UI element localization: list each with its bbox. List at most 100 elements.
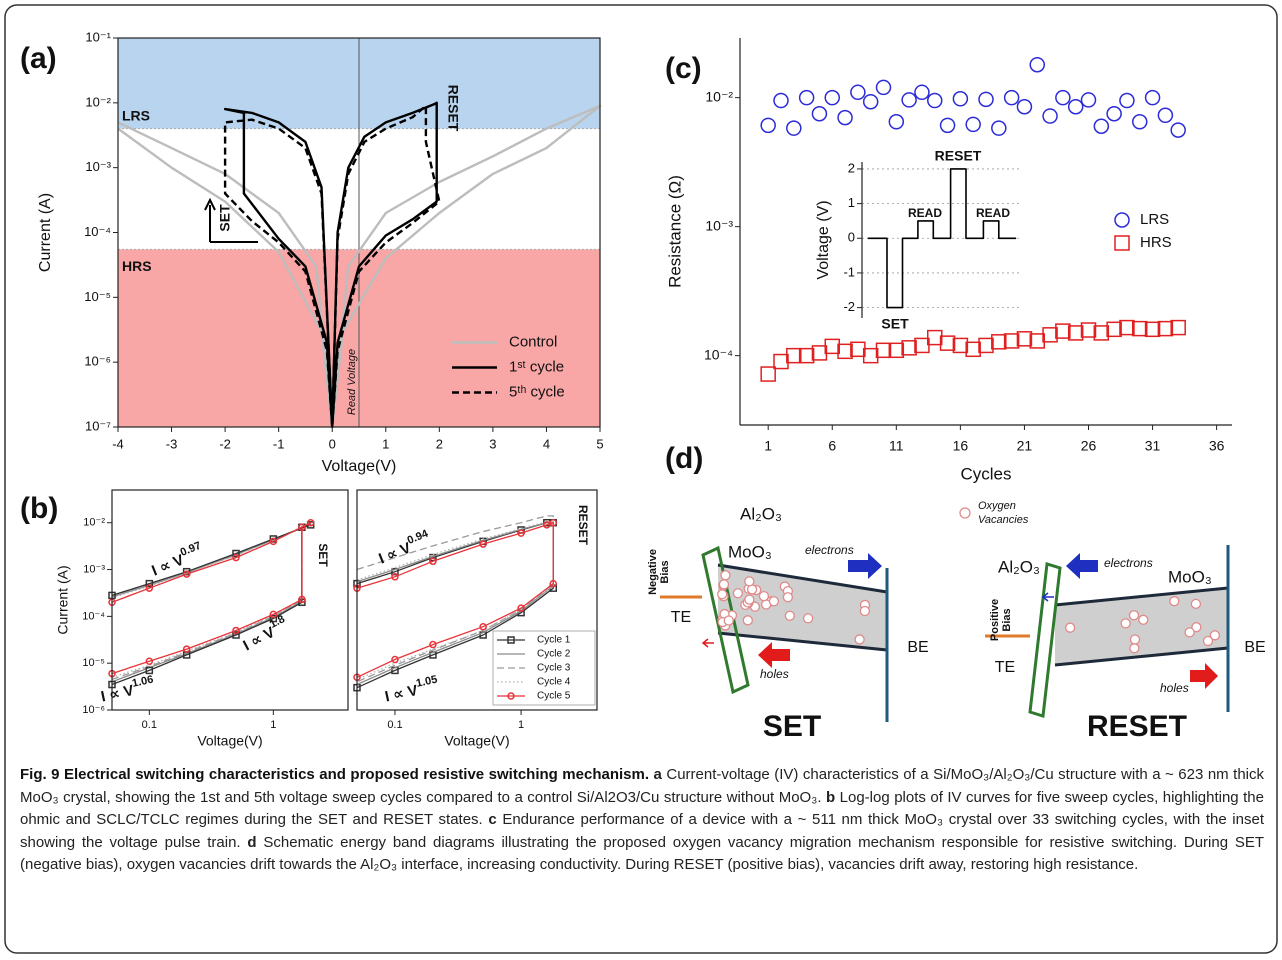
x-tick-label: 1	[270, 719, 276, 731]
marker	[1106, 321, 1122, 338]
marker	[298, 595, 306, 604]
band-label: LRS	[122, 107, 150, 123]
oxygen-vacancy	[732, 588, 744, 599]
oxygen-vacancy	[744, 576, 755, 587]
marker	[1003, 89, 1020, 106]
marker	[1093, 118, 1110, 135]
marker	[549, 518, 558, 527]
marker	[927, 329, 943, 346]
bias-label: Positive	[989, 599, 1001, 641]
x-tick-label: 11	[889, 438, 904, 454]
marker	[1093, 325, 1110, 341]
y-tick-label: 10⁻⁶	[84, 354, 111, 369]
marker	[1119, 319, 1135, 336]
band-label: HRS	[122, 258, 152, 274]
y-tick-label: 2	[848, 160, 855, 175]
marker	[939, 117, 956, 134]
marker	[837, 343, 853, 360]
marker	[1132, 320, 1148, 337]
holes-label: holes	[760, 667, 789, 681]
marker	[429, 640, 437, 649]
marker	[927, 92, 943, 109]
vacancy-key	[959, 507, 971, 519]
oxygen-vacancy	[1129, 634, 1141, 645]
annotation: SET	[316, 543, 330, 567]
marker	[145, 657, 154, 665]
y-tick-label: 10⁻⁴	[82, 610, 105, 622]
caption: Fig. 9 Electrical switching characterist…	[20, 764, 1264, 877]
marker	[850, 341, 866, 358]
annotation: I ∝ V1.06	[99, 674, 157, 706]
marker	[1080, 92, 1097, 108]
marker	[232, 549, 240, 558]
caption-text: Endurance performance of a device with a…	[20, 811, 1264, 851]
marker	[991, 334, 1007, 350]
marker	[1029, 333, 1045, 349]
marker	[479, 540, 487, 548]
marker	[901, 92, 917, 108]
legend-label: Control	[509, 333, 557, 350]
annotation: I ∝ V0.97	[148, 540, 207, 580]
be-label: BE	[907, 639, 928, 656]
y-tick-label: 10⁻⁷	[85, 418, 111, 433]
electrons-label: electrons	[805, 543, 854, 557]
marker	[1016, 331, 1033, 347]
oxygen-vacancy	[802, 613, 814, 624]
y-axis-label: Resistance (Ω)	[665, 175, 684, 288]
oxide-label: Al₂O₃	[740, 504, 782, 523]
series-line	[356, 521, 554, 680]
y-tick-label: 10⁻¹	[85, 29, 111, 44]
oxygen-vacancy	[742, 615, 753, 626]
vacancy-label: Oxygen	[978, 500, 1016, 512]
legend-marker	[507, 636, 515, 644]
marker	[145, 584, 154, 592]
marker	[232, 553, 240, 562]
y-tick-label: -1	[843, 264, 855, 279]
x-tick-label: 5	[596, 436, 603, 451]
marker	[517, 529, 525, 537]
small-arrow	[1041, 592, 1054, 602]
marker	[837, 109, 853, 126]
marker	[965, 116, 981, 133]
annotation-exponent: 1.06	[131, 674, 154, 690]
marker	[786, 120, 802, 136]
marker	[1029, 56, 1045, 73]
marker	[1016, 99, 1033, 115]
marker	[811, 345, 828, 361]
annotation: RESET	[576, 505, 590, 546]
marker	[965, 341, 981, 358]
marker	[1157, 107, 1174, 124]
x-tick-label: 26	[1081, 438, 1097, 454]
set-arrow	[204, 197, 258, 243]
marker	[391, 655, 399, 664]
bias-label: Negative	[647, 549, 659, 595]
annotation: RESET	[445, 85, 461, 132]
marker	[391, 573, 399, 581]
hole-arrow	[1190, 663, 1218, 689]
marker	[824, 89, 840, 106]
set-arrow-head	[204, 197, 216, 211]
y-tick-label: 10⁻⁴	[84, 224, 111, 239]
figure-border	[4, 4, 1278, 954]
marker	[1170, 122, 1186, 138]
electron-arrow	[848, 553, 882, 579]
x-tick-label: 4	[543, 436, 550, 451]
legend-marker	[507, 692, 515, 700]
marker	[773, 353, 789, 370]
marker	[391, 567, 399, 576]
small-arrow	[701, 638, 714, 648]
oxygen-vacancy	[1202, 635, 1214, 647]
annotation-exponent: 1.05	[415, 674, 438, 690]
marker	[862, 347, 879, 364]
y-tick-label: 10⁻³	[85, 159, 111, 174]
series-line	[223, 104, 441, 429]
legend-label: Cycle 4	[537, 677, 571, 688]
oxygen-vacancy	[1184, 627, 1195, 638]
marker	[901, 340, 917, 356]
caption-part-label: b	[825, 788, 836, 806]
oxygen-vacancy	[782, 592, 794, 603]
annotation: READ	[908, 206, 942, 220]
oxygen-vacancy	[1191, 622, 1202, 633]
x-tick-label: 0.1	[387, 719, 402, 731]
